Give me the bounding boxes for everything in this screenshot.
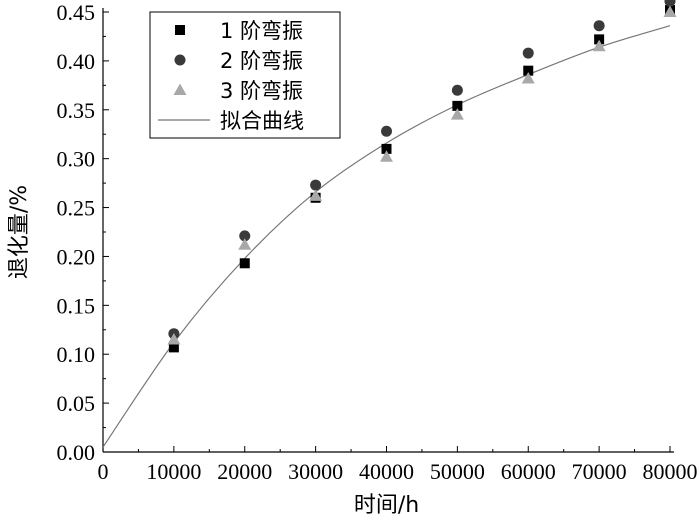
x-tick-label: 80000: [643, 459, 698, 484]
x-tick-label: 70000: [572, 459, 627, 484]
data-point-series-2: [310, 179, 322, 191]
y-tick-label: 0.20: [57, 244, 96, 269]
y-tick-label: 0.05: [57, 391, 96, 416]
legend-label: 1 阶弯振: [220, 19, 303, 43]
x-tick-label: 40000: [359, 459, 414, 484]
y-tick-label: 0.25: [57, 196, 96, 221]
data-point-series-3: [309, 189, 323, 201]
data-point-series-3: [663, 5, 677, 17]
data-point-series-3: [521, 71, 535, 84]
x-axis-title: 时间/h: [354, 493, 419, 518]
y-tick-label: 0.30: [57, 147, 96, 172]
data-point-series-1: [168, 342, 179, 353]
data-point-series-3: [167, 333, 181, 345]
data-point-series-2: [451, 84, 463, 96]
fit-curve-line: [102, 25, 671, 448]
tick-marks: [102, 11, 671, 453]
legend-marker-square: [175, 25, 185, 35]
y-tick-label: 0.40: [57, 49, 96, 74]
y-tick-label: 0.00: [57, 440, 96, 465]
data-point-series-1: [594, 34, 605, 45]
data-point-series-2: [593, 20, 605, 32]
data-point-series-2: [239, 230, 251, 242]
legend-marker-circle: [174, 54, 186, 66]
legend-label: 2 阶弯振: [220, 49, 303, 73]
legend-marker-triangle: [173, 83, 187, 95]
y-tick-label: 0.45: [57, 0, 96, 25]
legend-label: 拟合曲线: [220, 109, 304, 133]
y-axis-title: 退化量/%: [7, 185, 32, 279]
data-point-series-3: [380, 150, 393, 162]
data-point-series-3: [238, 238, 252, 250]
data-point-series-3: [592, 39, 606, 52]
y-tick-label: 0.10: [57, 342, 96, 367]
y-tick-label: 0.15: [57, 293, 96, 318]
data-point-series-1: [239, 258, 250, 269]
data-point-series-1: [452, 100, 463, 111]
x-tick-label: 60000: [501, 459, 556, 484]
data-point-series-1: [523, 65, 534, 76]
y-tick-label: 0.35: [57, 98, 96, 123]
data-point-series-2: [381, 125, 392, 137]
legend-label: 3 阶弯振: [220, 79, 303, 103]
data-points: [167, 0, 677, 353]
data-point-series-2: [664, 0, 676, 7]
x-tick-label: 0: [98, 459, 109, 484]
tick-labels: 0 10000 20000 30000 40000 50000 60000 70000 8000…: [57, 0, 698, 484]
axes: [102, 8, 674, 453]
x-tick-label: 10000: [146, 459, 201, 484]
data-point-series-2: [522, 47, 534, 59]
data-point-series-1: [381, 143, 392, 154]
x-tick-label: 30000: [288, 459, 343, 484]
x-tick-label: 50000: [430, 459, 485, 484]
data-point-series-3: [450, 108, 464, 120]
x-tick-label: 20000: [217, 459, 272, 484]
